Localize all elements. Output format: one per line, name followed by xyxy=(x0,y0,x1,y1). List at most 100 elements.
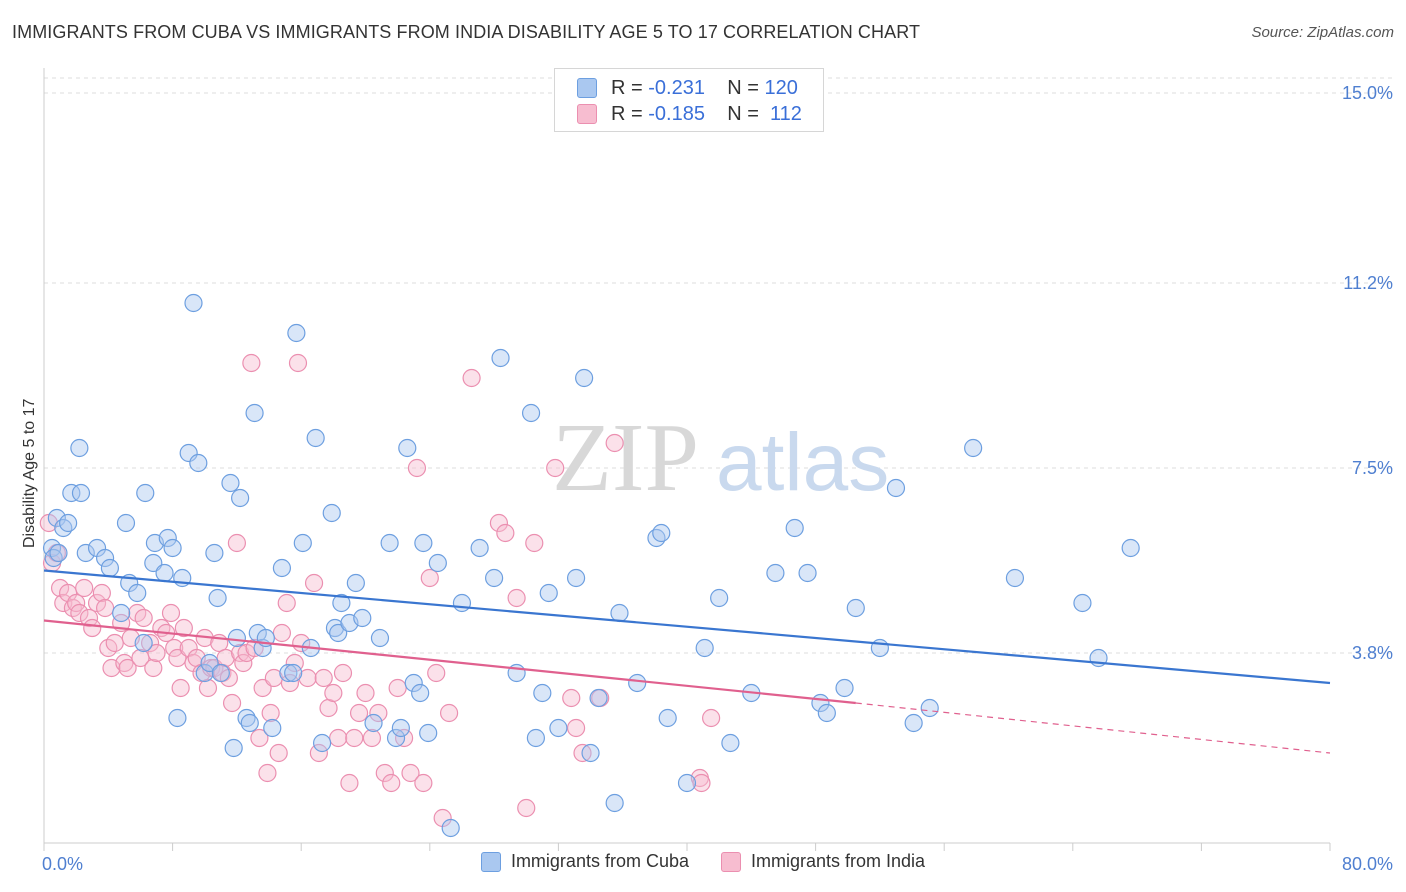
cuba-point-21 xyxy=(155,563,174,583)
cuba-point-84 xyxy=(581,743,600,763)
cuba-point-86 xyxy=(605,793,624,813)
cuba-point-82 xyxy=(566,568,586,588)
trend-lines xyxy=(43,569,1331,754)
india-point-33 xyxy=(171,678,190,698)
cuba-point-11 xyxy=(95,548,115,568)
india-point-82 xyxy=(388,678,407,698)
india-point-80 xyxy=(375,763,394,783)
india-point-74 xyxy=(340,773,359,793)
india-point-72 xyxy=(329,728,348,748)
india-point-64 xyxy=(288,353,308,373)
cuba-point-7 xyxy=(71,483,91,503)
cuba-point-36 xyxy=(227,628,246,648)
india-point-96 xyxy=(525,533,544,553)
axes xyxy=(43,68,1331,851)
legend-r-label-cuba: R = xyxy=(611,76,649,99)
correlation-legend: R = -0.231 N = 120 R = -0.185 N = 112 xyxy=(554,68,824,132)
cuba-point-9 xyxy=(76,543,95,563)
legend-r-label-india: R = xyxy=(611,102,649,125)
series-cuba-points xyxy=(42,293,1140,838)
india-point-14 xyxy=(95,598,115,618)
cuba-point-69 xyxy=(419,723,438,743)
legend-gap-1 xyxy=(705,77,727,100)
cuba-point-27 xyxy=(184,293,203,313)
cuba-point-73 xyxy=(470,538,489,558)
cuba-point-81 xyxy=(549,718,568,738)
india-point-30 xyxy=(161,603,181,623)
india-point-76 xyxy=(349,703,369,723)
cuba-point-38 xyxy=(237,708,256,728)
cuba-point-48 xyxy=(287,323,306,343)
legend-r-value-india: -0.185 xyxy=(648,102,705,125)
cuba-point-103 xyxy=(846,598,865,618)
india-point-86 xyxy=(414,773,433,793)
cuba-point-52 xyxy=(312,733,332,753)
india-point-59 xyxy=(269,743,288,763)
cuba-point-90 xyxy=(652,523,671,543)
legend-n-label-india: N = xyxy=(727,102,765,125)
india-point-105 xyxy=(702,708,721,728)
legend-swatch-cuba xyxy=(577,78,597,98)
india-point-48 xyxy=(227,533,246,553)
cuba-point-22 xyxy=(158,528,177,548)
india-point-90 xyxy=(439,703,459,723)
x-tick-labels: 0.0% 80.0% xyxy=(42,854,1393,874)
cuba-point-32 xyxy=(208,588,227,608)
india-point-7 xyxy=(67,593,86,613)
cuba-point-97 xyxy=(766,563,785,583)
india-point-69 xyxy=(314,668,333,688)
cuba-point-47 xyxy=(284,663,303,683)
india-point-98 xyxy=(562,688,581,708)
cuba-point-63 xyxy=(386,728,406,748)
india-point-49 xyxy=(231,643,250,663)
cuba-point-14 xyxy=(116,513,136,533)
india-point-75 xyxy=(345,728,364,748)
chart-title: IMMIGRANTS FROM CUBA VS IMMIGRANTS FROM … xyxy=(12,22,921,42)
india-point-88 xyxy=(427,663,446,683)
cuba-point-112 xyxy=(1121,538,1140,558)
cuba-point-13 xyxy=(112,603,131,623)
cuba-point-109 xyxy=(1005,568,1025,588)
cuba-point-44 xyxy=(263,718,282,738)
legend-item-swatch-cuba xyxy=(480,851,501,872)
cuba-point-102 xyxy=(835,678,854,698)
y-tick-label-0: 3.8% xyxy=(1352,643,1393,663)
cuba-point-37 xyxy=(231,488,250,508)
india-point-40 xyxy=(198,678,218,698)
india-point-92 xyxy=(489,513,509,533)
india-point-78 xyxy=(362,728,382,748)
cuba-point-77 xyxy=(521,403,541,423)
cuba-point-39 xyxy=(240,713,259,733)
cuba-point-45 xyxy=(272,558,292,578)
india-point-13 xyxy=(92,583,111,603)
cuba-point-31 xyxy=(205,543,224,563)
legend-item-swatch-india xyxy=(721,851,741,872)
cuba-point-60 xyxy=(364,713,383,733)
cuba-point-16 xyxy=(128,583,147,603)
y-tick-label-2: 11.2% xyxy=(1343,273,1393,293)
cuba-point-61 xyxy=(370,628,390,648)
cuba-point-51 xyxy=(306,428,325,448)
india-point-50 xyxy=(234,653,253,673)
cuba-point-85 xyxy=(589,688,608,708)
legend-row-cuba: R = -0.231 N = 120 xyxy=(577,76,798,100)
cuba-point-71 xyxy=(441,818,460,838)
y-tick-label-3: 15.0% xyxy=(1342,83,1393,103)
india-point-9 xyxy=(75,578,94,598)
source-label: Source: ZipAtlas.com xyxy=(1251,24,1394,41)
cuba-point-8 xyxy=(70,438,89,458)
cuba-point-101 xyxy=(817,703,836,723)
watermark-atlas: atlas xyxy=(716,417,889,508)
india-point-56 xyxy=(258,763,277,783)
cuba-point-99 xyxy=(798,563,817,583)
legend-n-value-cuba: 120 xyxy=(764,76,798,99)
india-point-95 xyxy=(517,798,536,818)
cuba-point-56 xyxy=(332,593,351,613)
cuba-point-49 xyxy=(293,533,312,553)
india-point-104 xyxy=(692,773,711,793)
cuba-point-3 xyxy=(59,513,78,533)
india-point-97 xyxy=(546,458,565,478)
india-point-87 xyxy=(420,568,439,588)
cuba-trend-line xyxy=(43,569,1331,685)
